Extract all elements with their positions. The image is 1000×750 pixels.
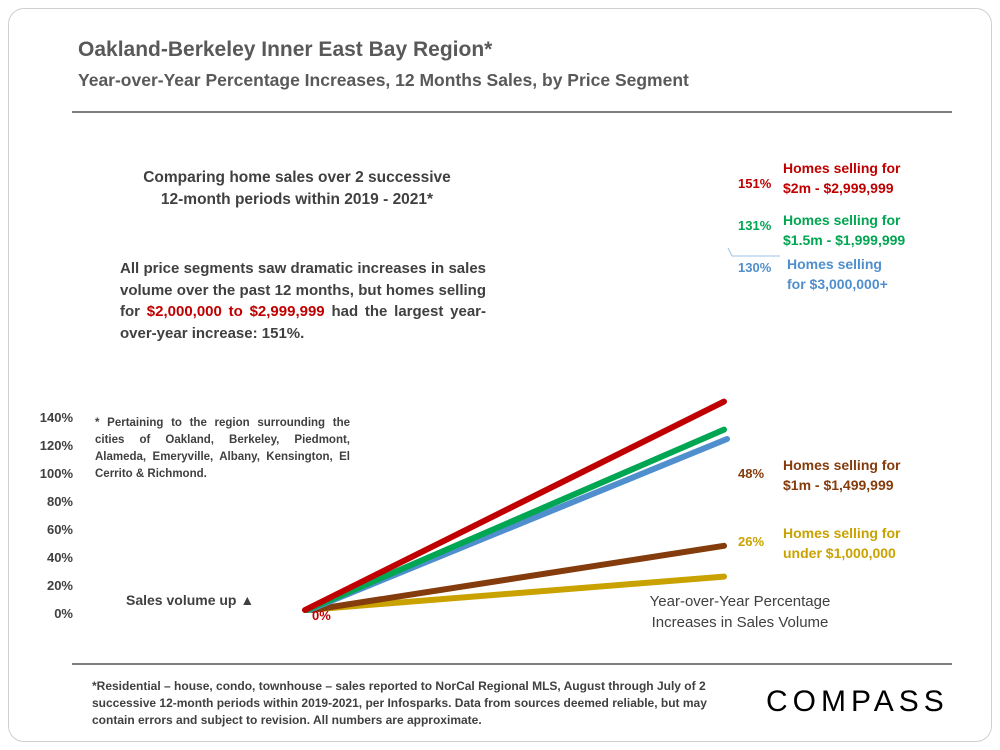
y-tick-label: 0% — [54, 606, 73, 621]
series-name-line1: Homes selling for — [783, 160, 901, 176]
y-tick-label: 140% — [40, 410, 74, 425]
x-axis-caption-line1: Year-over-Year Percentage — [649, 593, 831, 610]
series-line — [309, 542, 727, 613]
chart-title: Oakland-Berkeley Inner East Bay Region* — [78, 38, 493, 61]
series-name-line1: Homes selling for — [783, 525, 901, 541]
y-tick-label: 80% — [47, 494, 73, 509]
x-axis-caption-line2: Increases in Sales Volume — [651, 614, 829, 631]
series-name-label: Homes selling for $2m - $2,999,999 — [783, 158, 900, 198]
summary-highlight: $2,000,000 to $2,999,999 — [146, 303, 325, 320]
series-name-line2: under $1,000,000 — [783, 545, 896, 561]
y-tick-label: 100% — [40, 466, 74, 481]
data-label: 131% — [738, 218, 772, 233]
region-footnote: * Pertaining to the region surrounding t… — [95, 417, 350, 480]
series-name-line1: Homes selling for — [783, 212, 901, 228]
label-leader-line — [727, 247, 780, 257]
series-name-line2: $1.5m - $1,999,999 — [783, 232, 906, 248]
series-name-line2: for $3,000,000+ — [787, 276, 888, 292]
series-name-line2: $2m - $2,999,999 — [783, 180, 894, 196]
series-line — [302, 398, 727, 613]
comparison-caption: Comparing home sales over 2 successive 1… — [112, 167, 482, 211]
bottom-divider — [72, 663, 952, 665]
data-label: 130% — [738, 260, 772, 275]
series-name-line1: Homes selling for — [783, 457, 901, 473]
data-label: 48% — [738, 466, 764, 481]
compass-logo: COMPASS — [766, 685, 949, 718]
y-tick-label: 120% — [40, 438, 74, 453]
series-name-label: Homes selling for $3,000,000+ — [787, 254, 888, 294]
comparison-caption-line2: 12-month periods within 2019 - 2021* — [160, 191, 434, 208]
series-name-label: Homes selling for under $1,000,000 — [783, 523, 900, 563]
summary-text: All price segments saw dramatic increase… — [120, 258, 486, 344]
series-name-label: Homes selling for $1.5m - $1,999,999 — [783, 210, 905, 250]
x-axis-caption: Year-over-Year Percentage Increases in S… — [620, 591, 860, 633]
summary-text-after: had the largest year-over-year increase:… — [120, 303, 486, 342]
series-name-label: Homes selling for $1m - $1,499,999 — [783, 455, 900, 495]
top-divider — [72, 111, 952, 113]
y-tick-label: 20% — [47, 578, 73, 593]
series-name-line2: $1m - $1,499,999 — [783, 477, 894, 493]
series-name-line1: Homes selling — [787, 256, 882, 272]
data-label: 26% — [738, 534, 764, 549]
disclaimer-footnote: *Residential – house, condo, townhouse –… — [92, 679, 707, 727]
chart-subtitle: Year-over-Year Percentage Increases, 12 … — [78, 70, 689, 90]
y-tick-label: 60% — [47, 522, 73, 537]
series-line — [303, 573, 727, 613]
comparison-caption-line1: Comparing home sales over 2 successive — [143, 169, 451, 186]
slide-frame — [8, 8, 992, 742]
sales-volume-caption: Sales volume up ▲ — [126, 592, 255, 608]
start-value-label: 0% — [312, 608, 331, 623]
data-label: 151% — [738, 176, 772, 191]
y-tick-label: 40% — [47, 550, 73, 565]
summary-text-before: All price segments saw dramatic increase… — [120, 260, 486, 320]
series-line — [304, 426, 727, 613]
